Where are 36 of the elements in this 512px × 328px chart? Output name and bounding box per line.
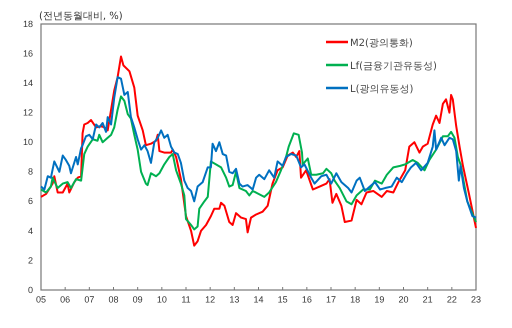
x-tick-label: 11: [181, 294, 191, 304]
x-tick-label: 23: [470, 294, 482, 304]
y-tick-label: 2: [28, 255, 33, 266]
y-tick-label: 6: [28, 196, 33, 206]
x-tick-label: 21: [422, 294, 433, 304]
x-tick-label: 17: [326, 294, 336, 304]
y-tick-label: 18: [22, 18, 33, 29]
y-tick-label: 14: [22, 78, 33, 88]
y-tick-label: 0: [28, 284, 33, 295]
line-series: [40, 76, 477, 219]
x-tick-label: 12: [205, 294, 216, 304]
legend-label: Lf(금융기관유동성): [350, 61, 437, 72]
x-tick-label: 13: [229, 294, 240, 304]
y-tick-label: 16: [22, 48, 33, 58]
y-tick-label: 10: [22, 137, 33, 148]
x-tick-label: 14: [253, 294, 264, 304]
line-series: [40, 56, 477, 247]
x-tick-label: 20: [398, 294, 409, 304]
x-tick-label: 06: [60, 294, 70, 304]
line-series: [40, 95, 477, 230]
y-axis-title: (전년동월대비, %): [39, 11, 123, 22]
x-tick-label: 18: [350, 294, 360, 304]
x-tick-label: 19: [374, 294, 384, 304]
x-tick-label: 10: [156, 294, 167, 304]
x-tick-label: 07: [84, 294, 94, 304]
y-tick-label: 12: [22, 108, 33, 118]
legend-label: M2(광의통화): [350, 38, 413, 49]
y-tick-label: 8: [28, 166, 33, 177]
x-tick-label: 05: [36, 294, 46, 304]
legend-label: L(광의유동성): [350, 84, 414, 95]
x-tick-label: 16: [302, 294, 312, 304]
y-tick-label: 4: [28, 226, 33, 236]
x-tick-label: 15: [278, 294, 288, 304]
x-tick-label: 08: [108, 294, 119, 304]
x-tick-label: 22: [446, 294, 457, 304]
x-tick-label: 09: [132, 294, 143, 304]
